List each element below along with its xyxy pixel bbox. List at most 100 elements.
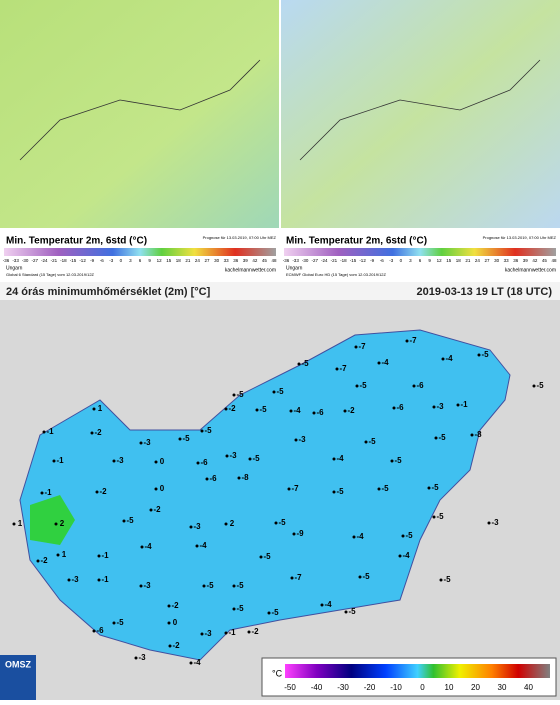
station-dot xyxy=(52,459,56,463)
station-value: -8 xyxy=(241,473,249,482)
station-dot xyxy=(224,522,228,526)
station-dot xyxy=(167,621,171,625)
scale-tick-label: -33 xyxy=(292,258,299,263)
station-value: -5 xyxy=(271,608,279,617)
station-value: -3 xyxy=(193,522,201,531)
region: Ungarn xyxy=(6,265,23,271)
station-dot xyxy=(405,339,409,343)
station-value: -6 xyxy=(416,381,424,390)
station-dot xyxy=(196,461,200,465)
scale-tick-label: 48 xyxy=(271,258,277,263)
station-dot xyxy=(97,578,101,582)
station-value: -1 xyxy=(460,400,468,409)
scale-tick-label: -24 xyxy=(321,258,328,263)
station-value: -5 xyxy=(259,405,267,414)
station-value: -2 xyxy=(347,406,355,415)
station-value: -6 xyxy=(316,408,324,417)
panel-title: Min. Temperatur 2m, 6std (°C) xyxy=(6,236,147,247)
station-value: -5 xyxy=(116,618,124,627)
legend-tick-label: 30 xyxy=(498,683,507,692)
station-dot xyxy=(441,357,445,361)
scale-tick-label: 15 xyxy=(166,258,172,263)
station-value: -5 xyxy=(206,581,214,590)
station-value: -4 xyxy=(445,354,453,363)
legend-unit: °C xyxy=(272,668,283,678)
station-dot xyxy=(289,409,293,413)
legend-tick-label: -20 xyxy=(364,683,376,692)
station-dot xyxy=(398,554,402,558)
station-dot xyxy=(168,644,172,648)
station-dot xyxy=(297,362,301,366)
scale-tick-label: 0 xyxy=(400,258,403,263)
scale-tick-label: 21 xyxy=(465,258,471,263)
station-dot xyxy=(122,519,126,523)
scale-tick-label: -3 xyxy=(389,258,393,263)
station-dot xyxy=(364,440,368,444)
station-value: -2 xyxy=(94,428,102,437)
map-panel-left xyxy=(0,0,279,228)
station-dot xyxy=(532,384,536,388)
scale-tick-label: -36 xyxy=(3,258,10,263)
station-dot xyxy=(149,508,153,512)
station-dot xyxy=(377,361,381,365)
station-dot xyxy=(432,405,436,409)
station-dot xyxy=(487,521,491,525)
scale-tick-label: -9 xyxy=(90,258,94,263)
station-value: 1 xyxy=(62,550,67,559)
logo: OMSZ xyxy=(5,659,32,669)
station-dot xyxy=(344,610,348,614)
station-value: -1 xyxy=(101,575,109,584)
scale-tick-label: -33 xyxy=(12,258,19,263)
logo-box xyxy=(0,655,36,700)
station-dot xyxy=(248,457,252,461)
station-value: -5 xyxy=(436,512,444,521)
station-value: -7 xyxy=(291,484,299,493)
station-value: 2 xyxy=(60,519,65,528)
station-dot xyxy=(352,535,356,539)
scale-tick-label: -15 xyxy=(350,258,357,263)
station-value: -5 xyxy=(252,454,260,463)
panel-title: Min. Temperatur 2m, 6std (°C) xyxy=(286,236,427,247)
scale-tick-label: 6 xyxy=(419,258,422,263)
station-value: -4 xyxy=(336,454,344,463)
hungary-area xyxy=(19,329,511,661)
station-dot xyxy=(42,430,46,434)
station-dot xyxy=(312,411,316,415)
station-dot xyxy=(434,436,438,440)
station-value: -3 xyxy=(491,518,499,527)
station-value: 0 xyxy=(173,618,178,627)
station-value: -3 xyxy=(138,653,146,662)
station-value: -5 xyxy=(236,604,244,613)
scale-tick-label: 45 xyxy=(542,258,548,263)
station-dot xyxy=(54,522,58,526)
station-value: 0 xyxy=(160,484,165,493)
scale-tick-label: -12 xyxy=(359,258,366,263)
legend-tick-label: -40 xyxy=(311,683,323,692)
scale-tick-label: -27 xyxy=(311,258,318,263)
station-value: -3 xyxy=(204,629,212,638)
scale-tick-label: 12 xyxy=(157,258,163,263)
station-value: -4 xyxy=(324,600,332,609)
scale-tick-label: 33 xyxy=(224,258,230,263)
station-value: -5 xyxy=(204,426,212,435)
station-value: -5 xyxy=(263,552,271,561)
header-band xyxy=(0,282,560,300)
station-value: -4 xyxy=(381,358,389,367)
scale-tick-label: 30 xyxy=(214,258,220,263)
scale-tick-label: 30 xyxy=(494,258,500,263)
station-dot xyxy=(56,553,60,557)
scale-tick-label: -6 xyxy=(380,258,384,263)
legend-bar xyxy=(285,664,550,678)
station-dot xyxy=(97,554,101,558)
station-value: -2 xyxy=(228,404,236,413)
station-value: -2 xyxy=(172,641,180,650)
station-dot xyxy=(358,575,362,579)
station-dot xyxy=(290,576,294,580)
station-dot xyxy=(90,431,94,435)
scale-tick-label: 36 xyxy=(233,258,239,263)
station-dot xyxy=(200,632,204,636)
station-value: -5 xyxy=(336,487,344,496)
station-value: -3 xyxy=(116,456,124,465)
station-value: -3 xyxy=(71,575,79,584)
